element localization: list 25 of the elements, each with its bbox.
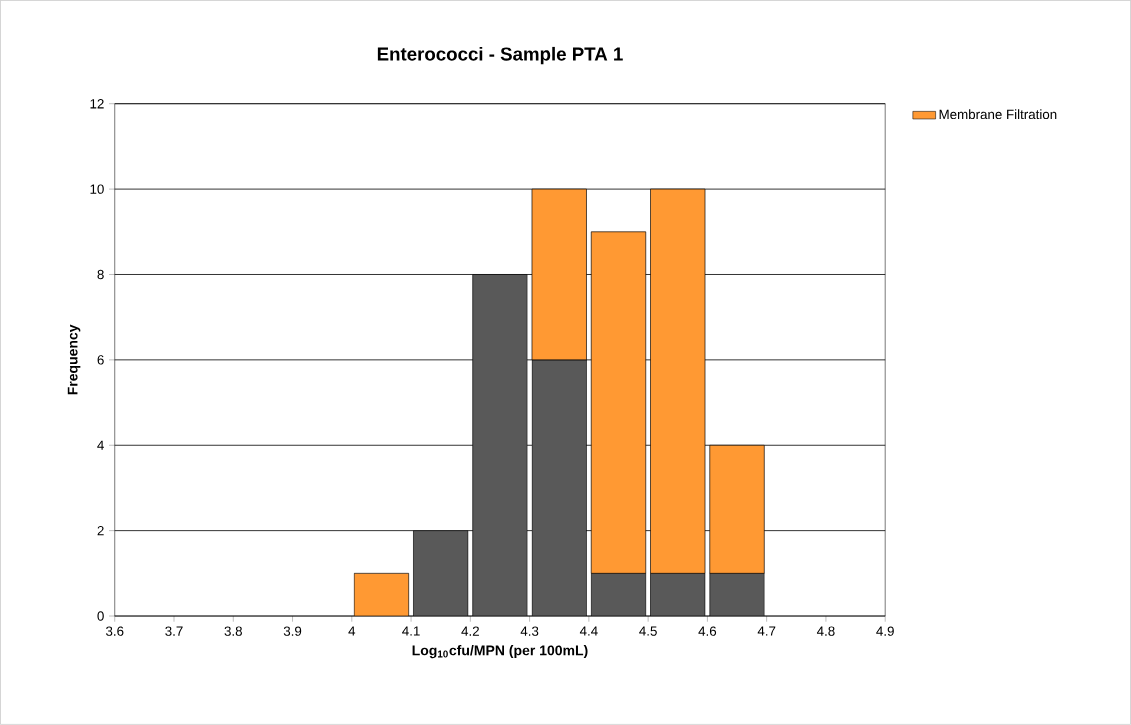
x-tick-label: 4.3: [520, 626, 539, 636]
y-tick-label: 10: [90, 184, 104, 194]
x-tick-label: 3.7: [165, 626, 183, 636]
x-tick-label: 4.9: [876, 626, 894, 636]
y-tick-label: 8: [97, 269, 104, 280]
x-tick-label: 3.9: [283, 626, 302, 636]
x-tick-label: 4.2: [461, 626, 479, 636]
y-tick-label: 2: [97, 526, 104, 536]
x-tick-label: 3.8: [224, 626, 242, 636]
x-tick-label: 4.7: [757, 626, 776, 636]
x-tick-label: 4: [348, 626, 356, 636]
y-tick-label: 12: [90, 99, 104, 109]
y-tick-label: 0: [97, 611, 104, 621]
y-tick-label: 4: [97, 440, 104, 450]
x-tick-label: 3.6: [105, 626, 124, 636]
legend-label: Membrane Filtration: [939, 109, 1057, 120]
x-axis-title: Log$_{10}$cfu/MPN (per 100mL): [412, 645, 588, 659]
y-tick-label: 6: [97, 355, 104, 365]
x-tick-label: 4.6: [698, 626, 717, 636]
x-tick-label: 4.4: [579, 626, 598, 636]
x-tick-label: 4.5: [639, 626, 657, 636]
x-tick-label: 4.1: [402, 626, 420, 636]
y-axis-title: Frequency: [67, 324, 81, 395]
x-tick-label: 4.8: [816, 626, 835, 636]
chart-title: Enterococci - Sample PTA 1: [377, 47, 623, 65]
